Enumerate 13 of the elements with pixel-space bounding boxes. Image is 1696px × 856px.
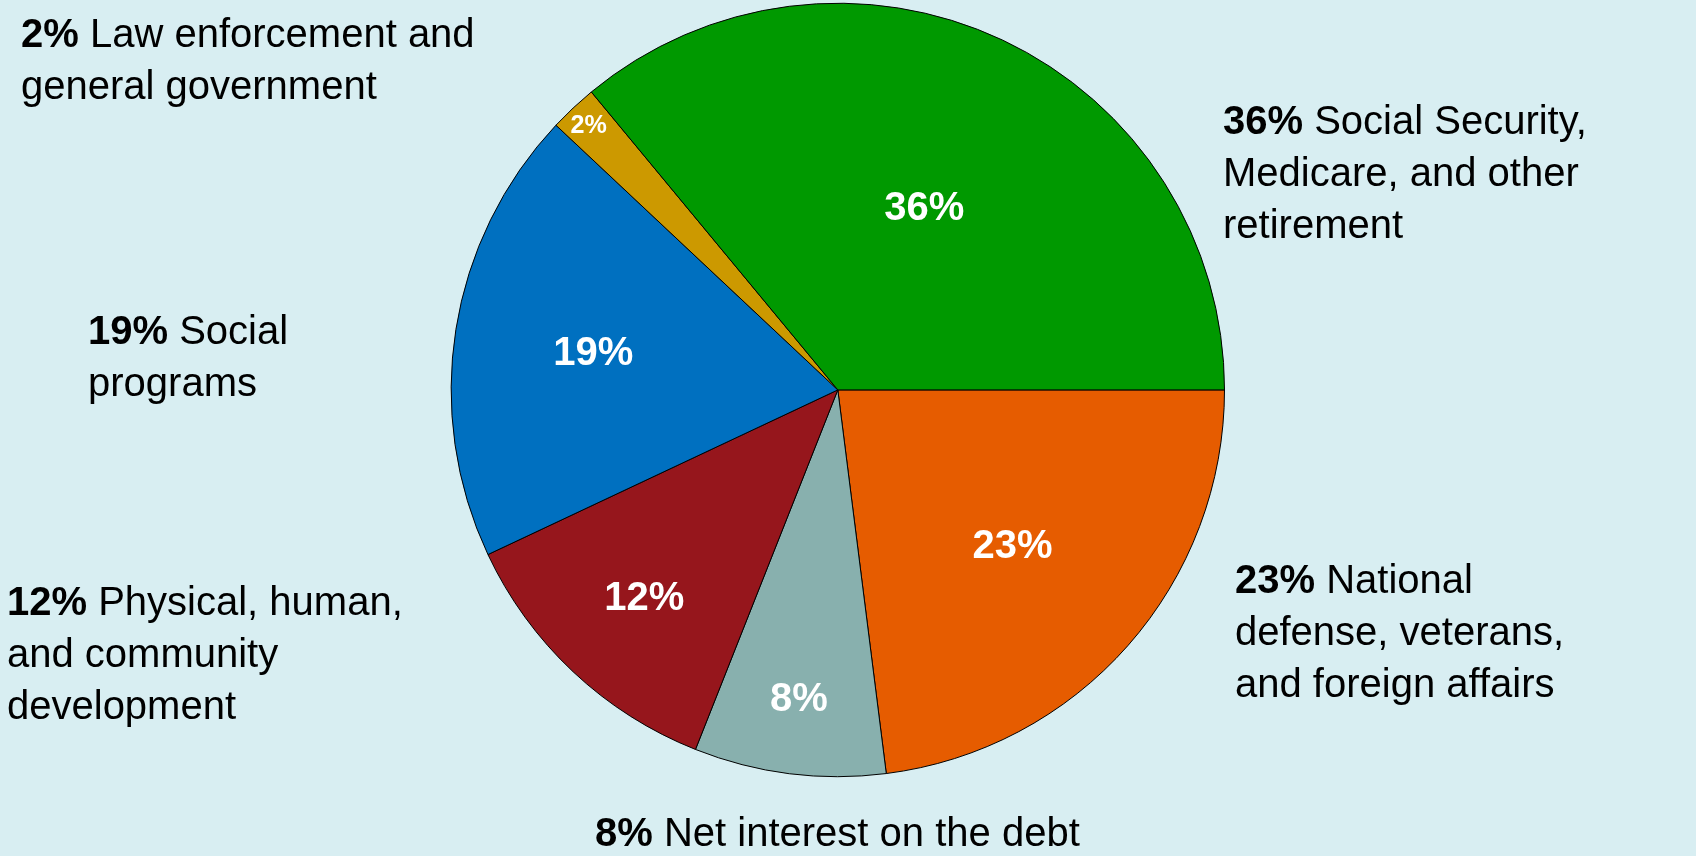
data-label: 19%	[553, 329, 634, 374]
data-label: 23%	[972, 521, 1053, 566]
data-label: 8%	[770, 675, 828, 720]
text: 8%	[595, 810, 653, 854]
data-label: 36%	[884, 184, 965, 229]
text: 19%	[88, 308, 169, 352]
data-label: 2%	[570, 110, 607, 139]
text: 36%	[1223, 98, 1304, 142]
text: 23%	[1235, 557, 1316, 601]
text: 12%	[7, 579, 88, 623]
slice-label: Net interest on the debt	[663, 810, 1080, 854]
text: 2%	[21, 11, 79, 55]
data-label: 12%	[604, 573, 685, 618]
